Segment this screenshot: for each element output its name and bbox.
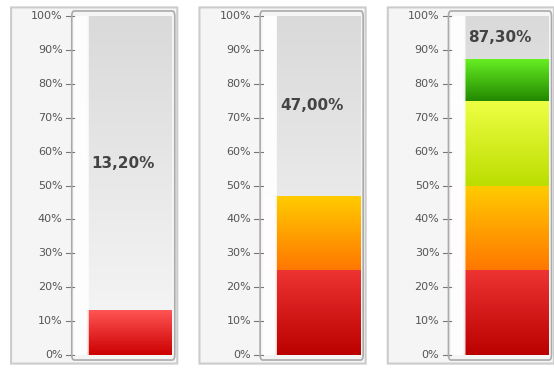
- Text: 90%: 90%: [414, 45, 439, 55]
- Text: 0%: 0%: [233, 350, 251, 359]
- Text: 47,00%: 47,00%: [280, 98, 343, 114]
- Text: 10%: 10%: [227, 316, 251, 326]
- Text: 30%: 30%: [38, 248, 63, 258]
- Text: 100%: 100%: [219, 12, 251, 21]
- Text: 20%: 20%: [226, 282, 251, 292]
- Text: 10%: 10%: [415, 316, 439, 326]
- Text: 100%: 100%: [408, 12, 439, 21]
- FancyBboxPatch shape: [388, 7, 554, 364]
- Text: 30%: 30%: [227, 248, 251, 258]
- Text: 40%: 40%: [38, 214, 63, 224]
- Text: 60%: 60%: [227, 147, 251, 157]
- Text: 0%: 0%: [422, 350, 439, 359]
- Text: 50%: 50%: [227, 181, 251, 190]
- Text: 100%: 100%: [31, 12, 63, 21]
- Text: 80%: 80%: [226, 79, 251, 89]
- Text: 80%: 80%: [38, 79, 63, 89]
- Text: 30%: 30%: [415, 248, 439, 258]
- Text: 50%: 50%: [415, 181, 439, 190]
- Text: 50%: 50%: [38, 181, 63, 190]
- Text: 70%: 70%: [226, 113, 251, 123]
- Text: 87,30%: 87,30%: [468, 30, 532, 45]
- FancyBboxPatch shape: [11, 7, 177, 364]
- Text: 10%: 10%: [38, 316, 63, 326]
- Text: 90%: 90%: [226, 45, 251, 55]
- FancyBboxPatch shape: [199, 7, 366, 364]
- Text: 90%: 90%: [38, 45, 63, 55]
- Text: 60%: 60%: [415, 147, 439, 157]
- Text: 0%: 0%: [45, 350, 63, 359]
- Text: 70%: 70%: [414, 113, 439, 123]
- Text: 13,20%: 13,20%: [91, 156, 155, 171]
- Text: 40%: 40%: [226, 214, 251, 224]
- Text: 20%: 20%: [414, 282, 439, 292]
- Text: 20%: 20%: [38, 282, 63, 292]
- Text: 60%: 60%: [38, 147, 63, 157]
- Text: 70%: 70%: [38, 113, 63, 123]
- Text: 40%: 40%: [414, 214, 439, 224]
- Text: 80%: 80%: [414, 79, 439, 89]
